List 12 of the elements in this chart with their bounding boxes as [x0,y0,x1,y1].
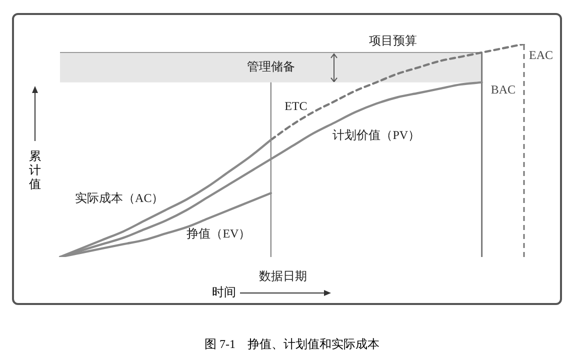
series-label: 计划价值（PV） [332,128,420,142]
ref-line-label: 项目预算 [369,34,418,48]
x-axis-title: 时间 [212,284,236,301]
series-label: ETC [284,99,308,114]
text: 数据日期 [258,269,307,284]
series-label: 实际成本（AC） [75,190,164,205]
annotation: EAC [529,48,553,62]
annotation: BAC [490,82,516,96]
caption: 图 7-1 挣值、计划值和实际成本 [204,337,380,351]
y-axis-title: 累计值 [28,149,42,191]
band-label: 管理储备 [246,60,295,74]
series-label: 挣值（EV） [186,226,251,240]
